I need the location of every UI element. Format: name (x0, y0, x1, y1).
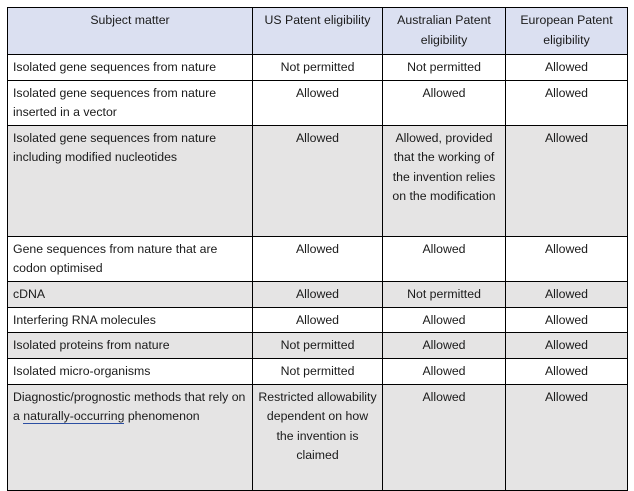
table-row: Isolated gene sequences from nature Not … (7, 54, 628, 81)
cell-au-eligibility: Not permitted (382, 280, 506, 308)
cell-subject-matter: Interfering RNA molecules (7, 306, 253, 333)
subject-text-after-link: phenomenon (124, 409, 200, 423)
cell-us-eligibility: Allowed (252, 280, 383, 308)
column-header-european-patent-eligibility: European Patent eligibility (505, 7, 628, 55)
cell-subject-matter: Isolated micro-organisms (7, 357, 253, 385)
cell-subject-matter: Isolated gene sequences from nature inse… (7, 79, 253, 126)
cell-us-eligibility: Allowed (252, 124, 383, 237)
cell-subject-matter: Isolated gene sequences from nature (7, 54, 253, 81)
cell-eu-eligibility: Allowed (505, 124, 628, 237)
cell-subject-matter: Gene sequences from nature that are codo… (7, 235, 253, 282)
document-canvas: Subject matter US Patent eligibility Aus… (7, 7, 628, 491)
table-row: Interfering RNA molecules Allowed Allowe… (7, 306, 628, 333)
table-row: Gene sequences from nature that are codo… (7, 235, 628, 282)
cell-eu-eligibility: Allowed (505, 280, 628, 308)
cell-au-eligibility: Allowed (382, 383, 506, 491)
cell-au-eligibility: Allowed (382, 332, 506, 359)
cell-subject-matter: Isolated proteins from nature (7, 332, 253, 359)
cell-eu-eligibility: Allowed (505, 332, 628, 359)
header-row: Subject matter US Patent eligibility Aus… (7, 7, 628, 55)
table-row: Isolated proteins from nature Not permit… (7, 332, 628, 359)
patent-eligibility-table: Subject matter US Patent eligibility Aus… (7, 7, 628, 491)
cell-us-eligibility: Restricted allowability dependent on how… (252, 383, 383, 491)
cell-au-eligibility: Allowed (382, 357, 506, 385)
column-header-subject-matter: Subject matter (7, 7, 253, 55)
cell-us-eligibility: Not permitted (252, 357, 383, 385)
cell-eu-eligibility: Allowed (505, 383, 628, 491)
column-header-australian-patent-eligibility: Australian Patent eligibility (382, 7, 506, 55)
cell-us-eligibility: Not permitted (252, 332, 383, 359)
cell-eu-eligibility: Allowed (505, 54, 628, 81)
cell-subject-matter: cDNA (7, 280, 253, 308)
cell-eu-eligibility: Allowed (505, 79, 628, 126)
cell-eu-eligibility: Allowed (505, 235, 628, 282)
column-header-us-patent-eligibility: US Patent eligibility (252, 7, 383, 55)
table-row: Diagnostic/prognostic methods that rely … (7, 383, 628, 491)
cell-au-eligibility: Allowed, provided that the working of th… (382, 124, 506, 237)
cell-au-eligibility: Not permitted (382, 54, 506, 81)
cell-au-eligibility: Allowed (382, 79, 506, 126)
cell-us-eligibility: Not permitted (252, 54, 383, 81)
cell-au-eligibility: Allowed (382, 235, 506, 282)
cell-us-eligibility: Allowed (252, 306, 383, 333)
cell-subject-matter: Isolated gene sequences from nature incl… (7, 124, 253, 237)
cell-us-eligibility: Allowed (252, 235, 383, 282)
cell-subject-matter: Diagnostic/prognostic methods that rely … (7, 383, 253, 491)
cell-au-eligibility: Allowed (382, 306, 506, 333)
table-row: cDNA Allowed Not permitted Allowed (7, 280, 628, 308)
table-header: Subject matter US Patent eligibility Aus… (7, 7, 628, 55)
table-row: Isolated micro-organisms Not permitted A… (7, 357, 628, 385)
cell-eu-eligibility: Allowed (505, 306, 628, 333)
table-row: Isolated gene sequences from nature inse… (7, 79, 628, 126)
table-body: Isolated gene sequences from nature Not … (7, 54, 628, 491)
cell-eu-eligibility: Allowed (505, 357, 628, 385)
subject-text-before-link: Diagnostic/prognostic methods that rely … (13, 389, 246, 424)
naturally-occurring-link[interactable]: naturally-occurring (23, 409, 125, 424)
table-row: Isolated gene sequences from nature incl… (7, 124, 628, 237)
cell-us-eligibility: Allowed (252, 79, 383, 126)
